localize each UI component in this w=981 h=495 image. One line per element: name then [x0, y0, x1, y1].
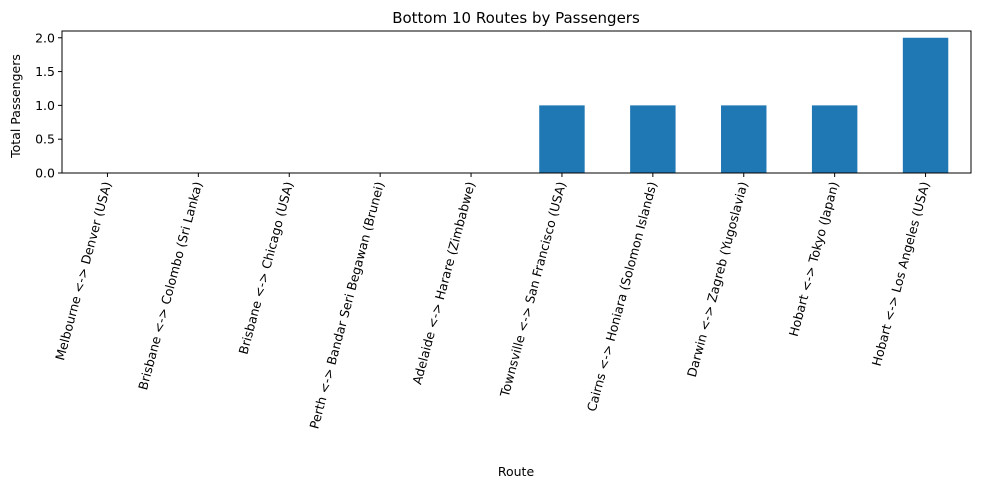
plot-frame — [61, 30, 972, 174]
bar-8 — [811, 105, 858, 173]
y-tick-label-3: 1.5 — [35, 64, 55, 79]
y-tick-label-2: 1.0 — [35, 98, 55, 113]
x-tick-label-4: Adelaide <-> Harare (Zimbabwe) — [409, 180, 478, 386]
y-axis-ticks: 0.0 0.5 1.0 1.5 2.0 — [35, 30, 62, 181]
x-tick-label-1: Brisbane <-> Colombo (Sri Lanka) — [135, 180, 205, 392]
y-tick-label-0: 0.0 — [35, 166, 55, 181]
bar-6 — [630, 105, 676, 173]
x-tick-label-8: Hobart <-> Tokyo (Japan) — [786, 180, 842, 338]
chart-title: Bottom 10 Routes by Passengers — [392, 9, 640, 27]
x-tick-label-9: Hobart <-> Los Angeles (USA) — [869, 180, 933, 368]
x-tick-label-3: Perth <-> Bandar Seri Begawan (Brunei) — [306, 180, 387, 431]
x-tick-label-6: Cairns <-> Honiara (Solomon Islands) — [584, 180, 660, 413]
bar-5 — [539, 105, 585, 173]
x-tick-label-5: Townsville <-> San Francisco (USA) — [497, 180, 569, 399]
bar-9 — [902, 37, 949, 174]
y-tick-label-4: 2.0 — [35, 30, 55, 45]
x-axis-ticks: Melbourne <-> Denver (USA) Brisbane <-> C… — [52, 173, 932, 430]
x-axis-label: Route — [498, 464, 535, 479]
y-axis-label: Total Passengers — [8, 54, 23, 159]
x-tick-label-2: Brisbane <-> Chicago (USA) — [236, 180, 297, 356]
y-tick-label-1: 0.5 — [35, 132, 55, 147]
x-tick-label-0: Melbourne <-> Denver (USA) — [52, 180, 114, 362]
x-tick-label-7: Darwin <-> Zagreb (Yugoslavia) — [684, 180, 751, 379]
bar-7 — [721, 105, 767, 173]
bars-group — [539, 37, 949, 174]
